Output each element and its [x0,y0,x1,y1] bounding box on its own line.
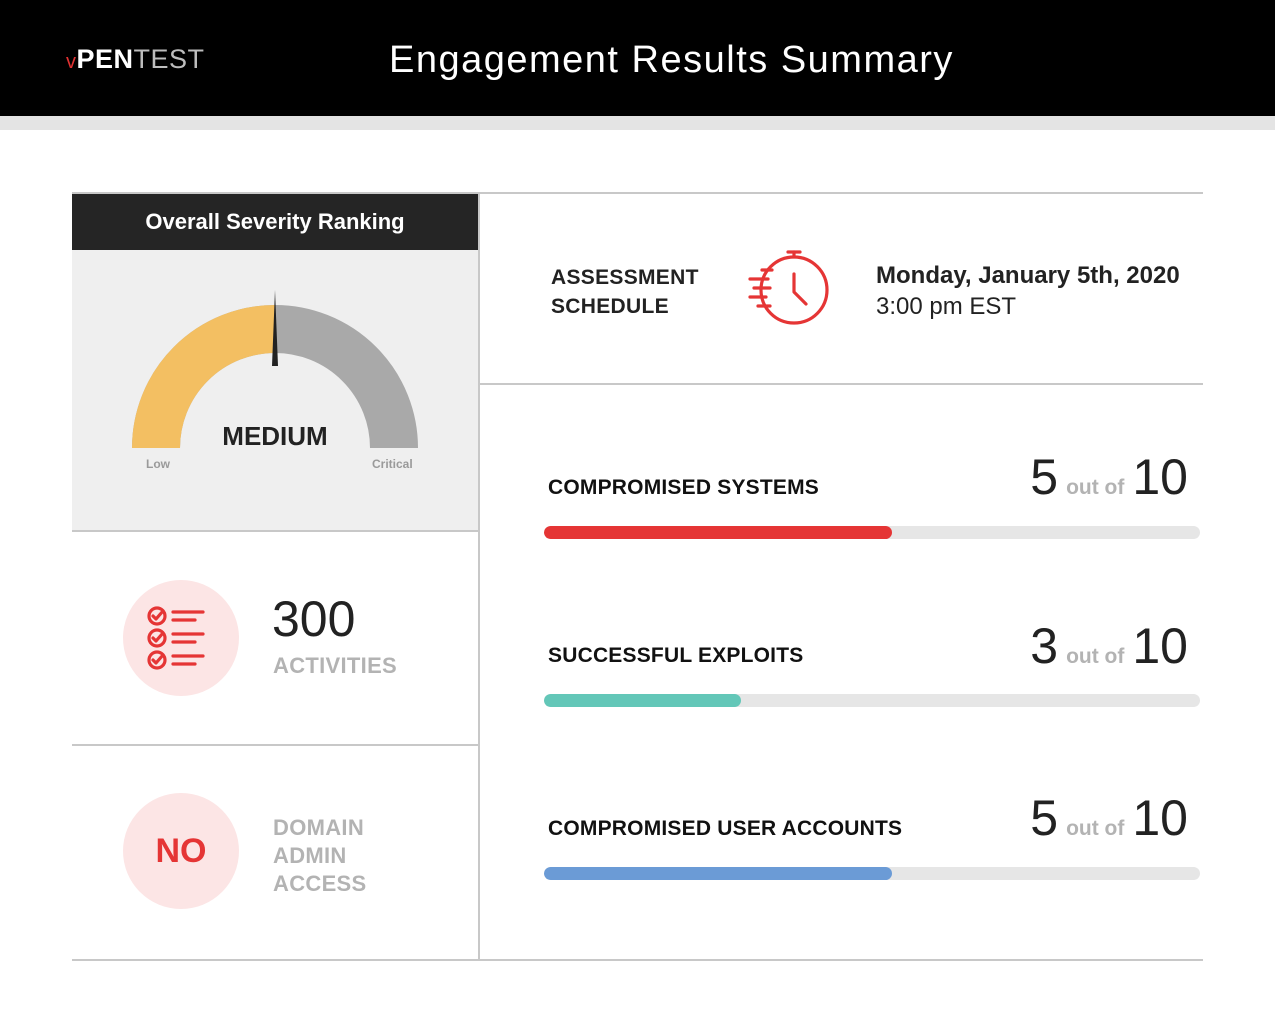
header-underline [0,116,1275,130]
divider [72,959,1203,961]
schedule-date: Monday, January 5th, 2020 [876,262,1180,289]
metric-value-successful-exploits: 3 out of 10 [1030,618,1188,674]
progress-track-compromised-systems [544,526,1200,539]
vpentest-logo: vPENTEST [66,44,205,74]
divider [72,744,479,746]
checklist-icon [147,606,205,670]
activities-label: ACTIVITIES [273,653,398,678]
domain-admin-value: NO [155,831,207,870]
gauge-low-label: Low [146,457,170,471]
divider [72,530,479,532]
metric-label-compromised-user-accounts: COMPROMISED USER ACCOUNTS [548,817,903,840]
metric-value-compromised-systems: 5 out of 10 [1030,449,1188,505]
progress-fill-successful-exploits [544,694,741,707]
severity-level: MEDIUM [222,421,328,451]
activities-count: 300 [272,591,356,647]
schedule-time: 3:00 pm EST [876,293,1017,320]
gauge-needle [272,290,278,366]
divider [478,192,480,961]
metric-value-compromised-user-accounts: 5 out of 10 [1030,790,1188,846]
divider [72,192,1203,194]
schedule-label: ASSESSMENT SCHEDULE [551,266,699,318]
header-bar [0,0,1275,116]
domain-admin-label: DOMAIN ADMIN ACCESS [273,815,367,896]
metric-label-compromised-systems: COMPROMISED SYSTEMS [548,476,819,499]
progress-track-successful-exploits [544,694,1200,707]
metric-label-successful-exploits: SUCCESSFUL EXPLOITS [548,644,804,667]
gauge-critical-label: Critical [372,457,413,471]
activities-badge [123,580,239,696]
divider [478,383,1203,385]
severity-gauge [132,290,418,449]
gauge-fill [132,305,276,449]
domain-admin-badge: NO [123,793,239,909]
progress-fill-compromised-user-accounts [544,867,892,880]
progress-track-compromised-user-accounts [544,867,1200,880]
fast-clock-icon [748,250,829,325]
severity-panel: Overall Severity Ranking MEDIUM Low Crit… [72,194,478,530]
severity-heading: Overall Severity Ranking [72,194,478,250]
progress-fill-compromised-systems [544,526,892,539]
page-title: Engagement Results Summary [389,39,954,81]
